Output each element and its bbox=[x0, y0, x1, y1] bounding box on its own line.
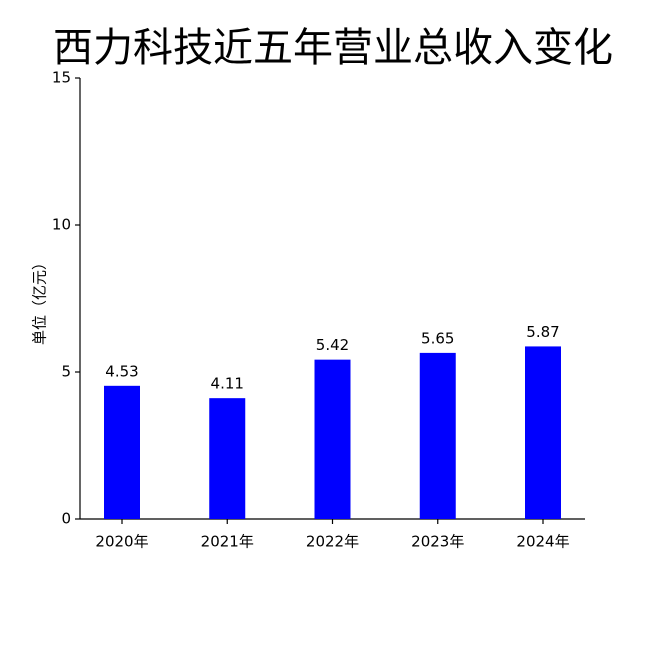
bar bbox=[209, 398, 246, 519]
bar bbox=[314, 359, 351, 519]
y-tick-label: 5 bbox=[61, 363, 71, 381]
y-tick-label: 10 bbox=[52, 216, 71, 234]
x-tick-label: 2021年 bbox=[201, 533, 254, 551]
x-tick-label: 2023年 bbox=[411, 533, 464, 551]
chart-title: 西力科技近五年营业总收入变化 bbox=[53, 25, 613, 71]
x-tick-label: 2020年 bbox=[95, 533, 148, 551]
bar bbox=[525, 346, 561, 519]
y-tick-label: 0 bbox=[61, 510, 71, 528]
x-tick-label: 2024年 bbox=[516, 533, 569, 551]
bar bbox=[104, 385, 140, 519]
data-label: 5.42 bbox=[316, 336, 349, 354]
data-label: 4.53 bbox=[105, 362, 138, 380]
y-axis-label: 单位（亿元） bbox=[31, 255, 49, 345]
x-tick-label: 2022年 bbox=[306, 533, 359, 551]
data-label: 5.65 bbox=[421, 329, 454, 347]
y-tick-label: 15 bbox=[52, 69, 71, 87]
data-label: 4.11 bbox=[211, 375, 244, 393]
bar bbox=[419, 352, 456, 519]
data-label: 5.87 bbox=[526, 323, 559, 341]
